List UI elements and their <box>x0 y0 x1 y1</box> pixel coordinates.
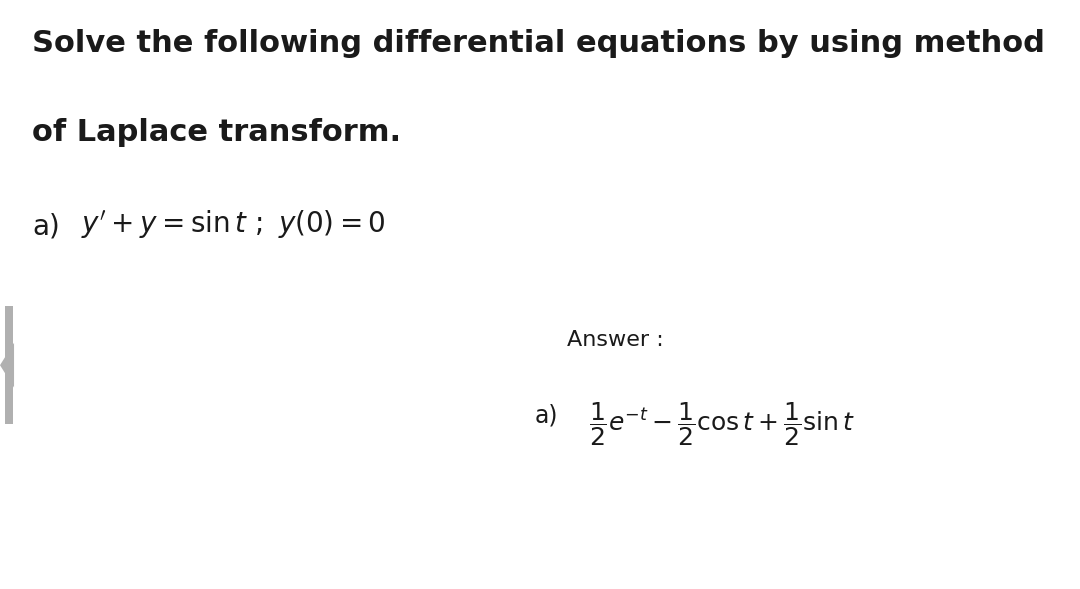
Text: a): a) <box>535 403 558 428</box>
Text: Answer :: Answer : <box>567 330 664 350</box>
Text: $\dfrac{1}{2}e^{-t} - \dfrac{1}{2}\cos t + \dfrac{1}{2}\sin t$: $\dfrac{1}{2}e^{-t} - \dfrac{1}{2}\cos t… <box>589 401 854 448</box>
Text: a): a) <box>32 212 60 240</box>
Polygon shape <box>0 343 14 388</box>
Text: $y' + y = \sin t \ ; \ y(0) = 0$: $y' + y = \sin t \ ; \ y(0) = 0$ <box>81 209 386 241</box>
Text: of Laplace transform.: of Laplace transform. <box>32 118 402 147</box>
Bar <box>5 306 13 424</box>
Text: Solve the following differential equations by using method: Solve the following differential equatio… <box>32 29 1045 58</box>
